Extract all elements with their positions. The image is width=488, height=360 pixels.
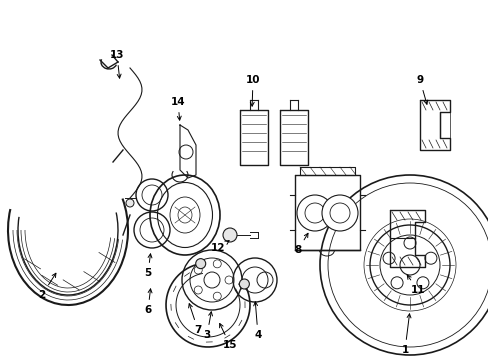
Circle shape xyxy=(321,195,357,231)
Text: 4: 4 xyxy=(253,302,261,340)
Text: 5: 5 xyxy=(144,254,152,278)
Text: 11: 11 xyxy=(407,275,425,295)
Text: 3: 3 xyxy=(203,312,212,340)
Circle shape xyxy=(195,258,205,269)
Text: 13: 13 xyxy=(109,50,124,78)
Text: 9: 9 xyxy=(416,75,427,104)
Text: 6: 6 xyxy=(144,289,152,315)
Circle shape xyxy=(126,199,134,207)
Circle shape xyxy=(296,195,332,231)
Text: 1: 1 xyxy=(401,314,410,355)
Text: 2: 2 xyxy=(38,273,56,300)
Text: 7: 7 xyxy=(188,304,201,335)
Circle shape xyxy=(223,228,237,242)
Text: 8: 8 xyxy=(294,233,307,255)
Circle shape xyxy=(239,279,249,289)
Text: 12: 12 xyxy=(210,240,228,253)
Text: 15: 15 xyxy=(219,324,237,350)
Text: 14: 14 xyxy=(170,97,185,120)
Text: 10: 10 xyxy=(245,75,260,106)
